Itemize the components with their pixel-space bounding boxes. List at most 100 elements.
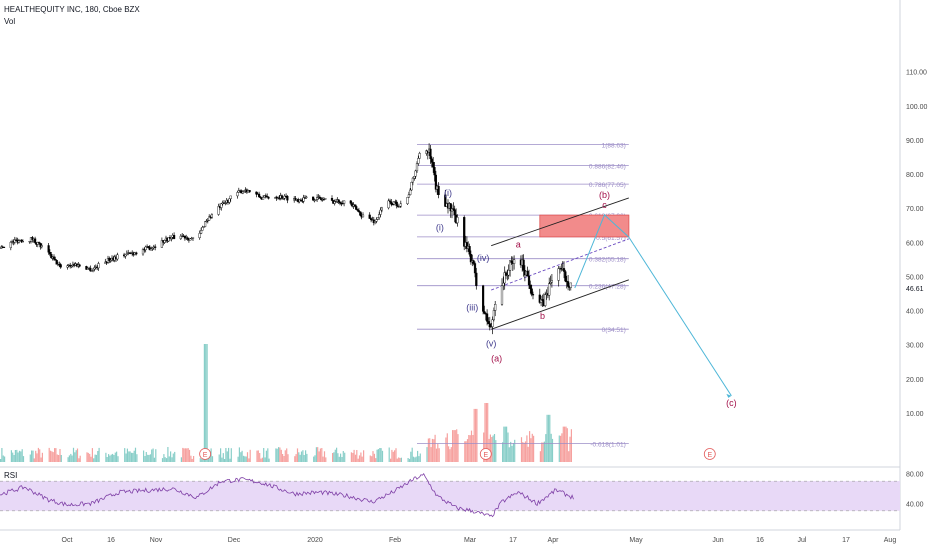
candle-body bbox=[316, 197, 319, 200]
candle-body bbox=[487, 321, 490, 324]
candle-body bbox=[370, 218, 373, 221]
volume-bar bbox=[287, 454, 289, 462]
volume-bar bbox=[523, 442, 525, 462]
volume-bar bbox=[186, 448, 188, 462]
candle-body bbox=[294, 198, 297, 201]
volume-bars bbox=[0, 344, 572, 462]
volume-bar bbox=[68, 455, 70, 462]
volume-bar bbox=[76, 448, 79, 462]
fib-label: -0.618(1.01) bbox=[590, 442, 625, 449]
volume-bar bbox=[543, 441, 545, 462]
candle-body bbox=[375, 219, 378, 222]
candle-body bbox=[506, 274, 509, 277]
volume-bar bbox=[502, 442, 504, 462]
candle-body bbox=[453, 209, 456, 216]
candle-body bbox=[432, 162, 435, 168]
volume-bar bbox=[128, 451, 130, 462]
wave-label: (i) bbox=[436, 222, 444, 232]
candle-body bbox=[228, 198, 231, 203]
volume-bar bbox=[325, 457, 327, 462]
volume-bar bbox=[13, 455, 15, 462]
volume-bar bbox=[504, 426, 506, 462]
volume-bar bbox=[263, 448, 265, 462]
volume-bar bbox=[286, 448, 288, 462]
volume-bar bbox=[58, 455, 60, 462]
candle-body bbox=[302, 197, 305, 202]
volume-bar bbox=[237, 456, 239, 462]
volume-bar bbox=[353, 449, 355, 462]
candle-body bbox=[40, 245, 43, 248]
candle-body bbox=[392, 201, 396, 205]
volume-bar bbox=[90, 456, 92, 462]
volume-bar bbox=[129, 451, 131, 462]
current-price-label: 46.61 bbox=[906, 286, 924, 293]
volume-bar bbox=[562, 426, 564, 462]
candle-body bbox=[395, 201, 398, 207]
volume-bar bbox=[530, 438, 532, 462]
volume-bar bbox=[473, 408, 475, 462]
volume-bar bbox=[93, 458, 95, 462]
candle-body bbox=[116, 254, 119, 260]
candle-body bbox=[282, 197, 285, 200]
candle-body bbox=[186, 237, 189, 240]
candle-body bbox=[527, 276, 531, 286]
target-zone-box bbox=[539, 214, 630, 238]
candle-body bbox=[210, 214, 213, 218]
candle-body bbox=[429, 148, 432, 160]
volume-bar bbox=[296, 448, 299, 462]
volume-bar bbox=[51, 451, 53, 462]
volume-bar bbox=[112, 453, 114, 462]
candle-body bbox=[280, 195, 284, 199]
volume-bar bbox=[396, 458, 398, 462]
volume-bar bbox=[412, 456, 415, 462]
candle-body bbox=[490, 326, 493, 328]
volume-bar bbox=[350, 452, 352, 462]
candle-body bbox=[241, 191, 244, 194]
volume-bar bbox=[306, 453, 308, 462]
volume-bar bbox=[163, 454, 165, 462]
volume-bar bbox=[224, 459, 226, 462]
volume-bar bbox=[133, 450, 135, 462]
volume-bar bbox=[183, 448, 185, 462]
candle-body bbox=[399, 203, 402, 207]
volume-bar bbox=[48, 447, 50, 462]
candle-body bbox=[361, 214, 365, 218]
candle-body bbox=[491, 319, 494, 327]
channel-lower bbox=[491, 279, 629, 330]
volume-bar bbox=[511, 445, 513, 462]
candle-body bbox=[540, 299, 543, 303]
candle-body bbox=[472, 260, 475, 264]
volume-bar bbox=[469, 435, 471, 462]
volume-bar bbox=[144, 456, 146, 462]
volume-bar bbox=[153, 457, 155, 462]
volume-bar bbox=[429, 438, 431, 462]
volume-bar bbox=[164, 457, 166, 462]
volume-bar bbox=[147, 454, 149, 462]
candle-body bbox=[387, 200, 390, 209]
volume-bar bbox=[369, 455, 371, 462]
volume-bar bbox=[408, 458, 411, 462]
candle-body bbox=[93, 267, 96, 270]
volume-bar bbox=[248, 458, 250, 462]
volume-bar bbox=[356, 450, 358, 462]
volume-bar bbox=[322, 456, 324, 462]
wave-label: (c) bbox=[726, 398, 737, 408]
volume-bar bbox=[487, 403, 489, 462]
candle-body bbox=[258, 193, 261, 198]
volume-bar bbox=[545, 434, 547, 462]
candle-body bbox=[85, 266, 88, 270]
volume-bar bbox=[193, 456, 195, 462]
volume-bar bbox=[437, 443, 439, 462]
volume-bar bbox=[564, 426, 566, 462]
volume-bar bbox=[20, 451, 22, 462]
volume-bar bbox=[526, 435, 528, 462]
wave-label: (v) bbox=[486, 338, 497, 348]
candle-body bbox=[299, 199, 302, 201]
volume-bar bbox=[568, 451, 570, 462]
volume-bar bbox=[89, 453, 91, 462]
volume-bar bbox=[465, 441, 467, 462]
volume-bar bbox=[410, 451, 412, 462]
volume-bar bbox=[174, 451, 176, 462]
volume-bar bbox=[264, 457, 266, 462]
